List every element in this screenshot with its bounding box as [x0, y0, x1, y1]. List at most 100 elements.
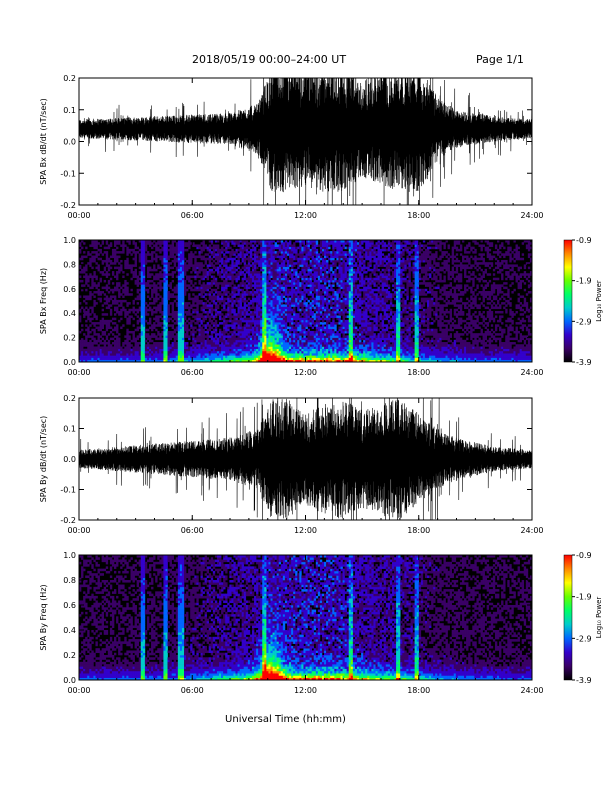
spectrogram-cell [233, 358, 235, 361]
spectrogram-cell [223, 320, 225, 323]
spectrogram-cell [87, 342, 89, 345]
x-tick-label: 12:00 [294, 211, 317, 220]
spectrogram-cell [254, 262, 256, 265]
spectrogram-cell [260, 291, 262, 294]
spectrogram-cell [322, 295, 324, 298]
spectrogram-cell [293, 295, 295, 298]
spectrogram-cell [260, 327, 262, 330]
spectrogram-cell [188, 247, 190, 250]
spectrogram-cell [168, 349, 170, 352]
spectrogram-cell [141, 340, 143, 343]
spectrogram-cell [303, 333, 305, 336]
spectrogram-cell [264, 278, 266, 281]
spectrogram-cell [260, 242, 262, 245]
spectrogram-cell [186, 289, 188, 292]
spectrogram-cell [308, 244, 310, 247]
spectrogram-cell [114, 287, 116, 290]
spectrogram-cell [207, 284, 209, 287]
spectrogram-cell [147, 295, 149, 298]
spectrogram-cell [184, 322, 186, 325]
spectrogram-cell [223, 322, 225, 325]
spectrogram-cell [217, 287, 219, 290]
spectrogram-cell [275, 333, 277, 336]
spectrogram-cell [312, 307, 314, 310]
spectrogram-cell [244, 242, 246, 245]
spectrogram-cell [110, 256, 112, 259]
spectrogram-cell [248, 324, 250, 327]
spectrogram-cell [149, 280, 151, 283]
spectrogram-cell [252, 346, 254, 349]
spectrogram-cell [149, 244, 151, 247]
spectrogram-cell [186, 320, 188, 323]
spectrogram-cell [322, 280, 324, 283]
spectrogram-cell [116, 275, 118, 278]
spectrogram-cell [219, 273, 221, 276]
spectrogram-cell [256, 353, 258, 356]
spectrogram-cell [281, 289, 283, 292]
spectrogram-cell [110, 298, 112, 301]
spectrogram-cell [279, 287, 281, 290]
spectrogram-cell [124, 349, 126, 352]
spectrogram-cell [182, 293, 184, 296]
spectrogram-cell [215, 320, 217, 323]
spectrogram-cell [196, 349, 198, 352]
spectrogram-cell [87, 333, 89, 336]
spectrogram-cell [130, 340, 132, 343]
spectrogram-cell [231, 271, 233, 274]
spectrogram-cell [281, 349, 283, 352]
spectrogram-cell [258, 258, 260, 261]
spectrogram-cell [227, 313, 229, 316]
spectrogram-cell [320, 251, 322, 254]
spectrogram-cell [194, 267, 196, 270]
spectrogram-cell [273, 349, 275, 352]
spectrogram-cell [283, 289, 285, 292]
spectrogram-cell [114, 327, 116, 330]
spectrogram-cell [194, 315, 196, 318]
spectrogram-cell [211, 298, 213, 301]
spectrogram-cell [215, 340, 217, 343]
spectrogram-cell [324, 284, 326, 287]
spectrogram-cell [293, 242, 295, 245]
spectrogram-cell [244, 329, 246, 332]
spectrogram-cell [114, 342, 116, 345]
spectrogram-cell [176, 269, 178, 272]
spectrogram-cell [326, 327, 328, 330]
spectrogram-cell [289, 291, 291, 294]
spectrogram-cell [289, 329, 291, 332]
spectrogram-cell [135, 253, 137, 256]
spectrogram-cell [165, 320, 167, 323]
spectrogram-cell [273, 324, 275, 327]
spectrogram-cell [139, 256, 141, 259]
spectrogram-cell [238, 300, 240, 303]
spectrogram-cell [172, 315, 174, 318]
spectrogram-cell [118, 351, 120, 354]
spectrogram-cell [102, 309, 104, 312]
spectrogram-cell [248, 284, 250, 287]
spectrogram-cell [120, 353, 122, 356]
spectrogram-cell [168, 284, 170, 287]
spectrogram-cell [225, 289, 227, 292]
spectrogram-cell [180, 273, 182, 276]
spectrogram-cell [293, 349, 295, 352]
spectrogram-cell [242, 291, 244, 294]
spectrogram-cell [200, 346, 202, 349]
spectrogram-cell [135, 273, 137, 276]
spectrogram-cell [293, 251, 295, 254]
spectrogram-cell [279, 293, 281, 296]
spectrogram-cell [314, 307, 316, 310]
spectrogram-cell [279, 318, 281, 321]
spectrogram-cell [238, 351, 240, 354]
spectrogram-cell [225, 309, 227, 312]
spectrogram-cell [217, 342, 219, 345]
spectrogram-cell [196, 309, 198, 312]
spectrogram-cell [118, 311, 120, 314]
spectrogram-cell [108, 320, 110, 323]
spectrogram-cell [295, 284, 297, 287]
spectrogram-cell [314, 275, 316, 278]
spectrogram-cell [308, 264, 310, 267]
spectrogram-cell [227, 315, 229, 318]
spectrogram-cell [227, 349, 229, 352]
spectrogram-cell [297, 262, 299, 265]
spectrogram-cell [242, 335, 244, 338]
spectrogram-cell [314, 262, 316, 265]
